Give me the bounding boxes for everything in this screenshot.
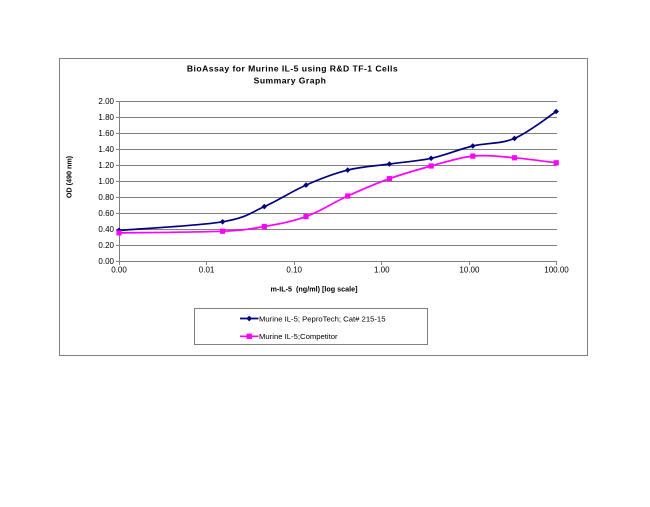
svg-text:1.60: 1.60 [98, 129, 114, 138]
svg-text:0.01: 0.01 [199, 266, 215, 275]
svg-text:0.10: 0.10 [286, 266, 302, 275]
svg-text:1.40: 1.40 [98, 145, 114, 154]
svg-text:0.80: 0.80 [98, 193, 114, 202]
svg-text:0.00: 0.00 [98, 257, 114, 266]
svg-text:1.00: 1.00 [98, 177, 114, 186]
svg-text:m-IL-5 (ng/ml) [log scale]: m-IL-5 (ng/ml) [log scale] [270, 285, 357, 294]
svg-text:0.20: 0.20 [98, 241, 114, 250]
svg-text:100.00: 100.00 [544, 266, 569, 275]
svg-text:1.80: 1.80 [98, 113, 114, 122]
svg-text:OD (490 nm): OD (490 nm) [65, 155, 74, 198]
svg-text:Murine IL-5;Competitor: Murine IL-5;Competitor [259, 332, 338, 341]
svg-text:1.00: 1.00 [374, 266, 390, 275]
svg-text:2.00: 2.00 [98, 97, 114, 106]
svg-text:0.00: 0.00 [111, 266, 127, 275]
svg-text:Summary Graph: Summary Graph [254, 76, 327, 86]
svg-text:10.00: 10.00 [459, 266, 480, 275]
svg-text:Murine IL-5; PeproTech; Cat# 2: Murine IL-5; PeproTech; Cat# 215-15 [259, 314, 386, 323]
svg-text:BioAssay for Murine IL-5 using: BioAssay for Murine IL-5 using R&D TF-1 … [187, 64, 398, 74]
svg-text:0.40: 0.40 [98, 225, 114, 234]
svg-text:1.20: 1.20 [98, 161, 114, 170]
svg-text:0.60: 0.60 [98, 209, 114, 218]
